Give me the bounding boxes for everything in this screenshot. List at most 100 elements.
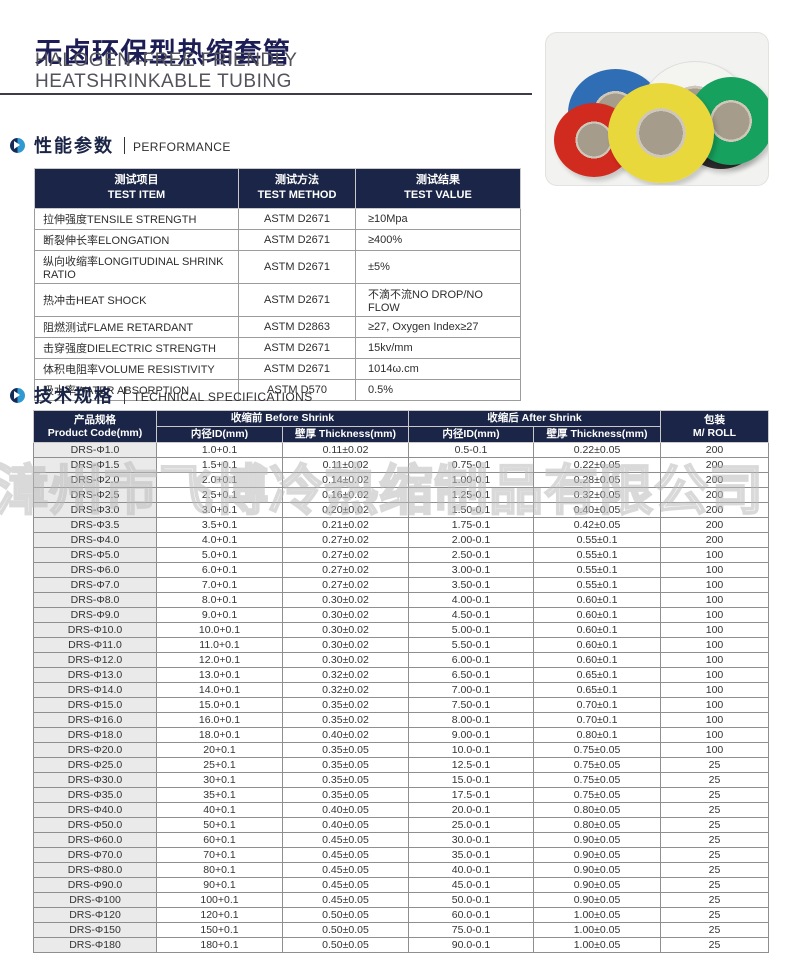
spec-row: DRS-Φ90.0 90+0.1 0.45±0.05 45.0-0.1 0.90±0.0… [33, 877, 770, 894]
spec-row-cell: 100 [660, 562, 770, 579]
spec-row-cell: 16.0+0.1 [156, 712, 283, 729]
spec-row-cell: 200 [660, 517, 770, 534]
spec-row-cell: 25 [660, 937, 770, 954]
spec-row: DRS-Φ60.0 60+0.1 0.45±0.05 30.0-0.1 0.90±0.0… [33, 832, 770, 849]
spec-row-cell: 0.35±0.05 [282, 772, 409, 789]
spec-row-cell: 0.55±0.1 [532, 577, 662, 594]
spec-row-cell: 0.11±0.02 [282, 442, 409, 459]
spec-row-cell: 100 [660, 742, 770, 759]
col-after-id: 内径ID(mm) [408, 426, 534, 444]
spec-row-cell: 0.75±0.05 [532, 757, 662, 774]
performance-table-body: 拉伸强度TENSILE STRENGTH ASTM D2671 ≥10Mpa 断裂伸长… [34, 207, 521, 401]
technical-title-cn: 技术规格 [34, 386, 114, 406]
spec-row-cell: 0.16±0.02 [282, 487, 409, 504]
spec-row-cell: 12.5-0.1 [408, 757, 534, 774]
spec-row-cell: 3.0+0.1 [156, 502, 283, 519]
spec-row-cell: 100 [660, 592, 770, 609]
spec-row-cell: 10.0-0.1 [408, 742, 534, 759]
performance-row-cell: ≥27, Oxygen Index≥27 [355, 315, 521, 338]
spec-row-cell: 20+0.1 [156, 742, 283, 759]
performance-row: 体积电阻率VOLUME RESISTIVITY ASTM D2671 1014ω.c… [34, 357, 521, 380]
spec-row-cell: 1.00±0.05 [532, 907, 662, 924]
spec-row-cell: 25 [660, 757, 770, 774]
spec-row-cell: 75.0-0.1 [408, 922, 534, 939]
performance-row-cell: ≥400% [355, 228, 521, 251]
group-before-shrink: 收缩前 Before Shrink [156, 409, 409, 428]
spec-row-cell: DRS-Φ180 [33, 937, 157, 954]
spec-row-cell: DRS-Φ4.0 [33, 532, 157, 549]
spec-row-cell: 100 [660, 652, 770, 669]
spec-row-cell: 0.60±0.1 [532, 592, 662, 609]
spec-row-cell: 100 [660, 637, 770, 654]
spec-row-cell: DRS-Φ9.0 [33, 607, 157, 624]
spec-row-cell: 0.90±0.05 [532, 847, 662, 864]
spec-row: DRS-Φ13.0 13.0+0.1 0.32±0.02 6.50-0.1 0.65±0… [33, 667, 770, 684]
spec-row-cell: 45.0-0.1 [408, 877, 534, 894]
spec-row-cell: 100 [660, 667, 770, 684]
spec-row-cell: 6.0+0.1 [156, 562, 283, 579]
spec-row-cell: 0.55±0.1 [532, 532, 662, 549]
spec-row-cell: 25 [660, 772, 770, 789]
col-test-value-en: TEST VALUE [404, 189, 472, 202]
performance-row-cell: 拉伸强度TENSILE STRENGTH [34, 207, 239, 230]
spec-row-cell: 12.0+0.1 [156, 652, 283, 669]
spec-row-cell: 200 [660, 442, 770, 459]
spec-row-cell: 4.00-0.1 [408, 592, 534, 609]
col-test-item: 测试项目 TEST ITEM [34, 168, 239, 209]
performance-row-cell: 阻燃测试FLAME RETARDANT [34, 315, 239, 338]
spec-row-cell: 7.0+0.1 [156, 577, 283, 594]
spec-row: DRS-Φ80.0 80+0.1 0.45±0.05 40.0-0.1 0.90±0.0… [33, 862, 770, 879]
col-test-item-cn: 测试项目 [114, 174, 159, 186]
spec-row-cell: 0.60±0.1 [532, 637, 662, 654]
spec-row-cell: 0.14±0.02 [282, 472, 409, 489]
spec-row-cell: 150+0.1 [156, 922, 283, 939]
spec-row: DRS-Φ120 120+0.1 0.50±0.05 60.0-0.1 1.00±0.0… [33, 907, 770, 924]
spec-row-cell: 0.75-0.1 [408, 457, 534, 474]
spec-row-cell: DRS-Φ150 [33, 922, 157, 939]
spec-row-cell: DRS-Φ11.0 [33, 637, 157, 654]
spec-row-cell: 11.0+0.1 [156, 637, 283, 654]
page-subtitle-line1: HALOGEN–FREE FRIENDLY [35, 50, 298, 71]
technical-table-head: 产品规格 Product Code(mm) 收缩前 Before Shrink … [33, 409, 770, 444]
col-after-thickness: 壁厚 Thickness(mm) [532, 426, 662, 444]
spec-row-cell: 0.11±0.02 [282, 457, 409, 474]
spec-row-cell: 2.0+0.1 [156, 472, 283, 489]
technical-table: 产品规格 Product Code(mm) 收缩前 Before Shrink … [33, 409, 770, 954]
performance-section-header: 性能参数 PERFORMANCE [10, 132, 231, 158]
spec-row: DRS-Φ20.0 20+0.1 0.35±0.05 10.0-0.1 0.75±0.0… [33, 742, 770, 759]
spec-row-cell: 200 [660, 472, 770, 489]
spec-row-cell: 7.50-0.1 [408, 697, 534, 714]
performance-row-cell: 不滴不流NO DROP/NO FLOW [355, 282, 521, 317]
spec-row-cell: 0.90±0.05 [532, 877, 662, 894]
spec-row-cell: 0.90±0.05 [532, 832, 662, 849]
spec-row-cell: DRS-Φ80.0 [33, 862, 157, 879]
spec-row-cell: 40.0-0.1 [408, 862, 534, 879]
col-test-value-cn: 测试结果 [416, 174, 460, 186]
spec-row-cell: 0.40±0.05 [532, 502, 662, 519]
spec-row-cell: 0.50±0.05 [282, 937, 409, 954]
spec-row-cell: 0.42±0.05 [532, 517, 662, 534]
spec-row-cell: 0.35±0.02 [282, 697, 409, 714]
spec-row-cell: 0.27±0.02 [282, 532, 409, 549]
spec-row-cell: 25 [660, 862, 770, 879]
performance-row-cell: 吸水率WATER ABSORPTION [34, 378, 239, 401]
spec-row-cell: 5.50-0.1 [408, 637, 534, 654]
col-product-code-en: Product Code(mm) [47, 426, 143, 439]
spec-row-cell: 0.90±0.05 [532, 862, 662, 879]
performance-row: 击穿强度DIELECTRIC STRENGTH ASTM D2671 15kv/mm [34, 336, 521, 359]
technical-title-en: TECHNICAL SPECIFICATIONS [133, 390, 313, 404]
spec-row-cell: 9.00-0.1 [408, 727, 534, 744]
spec-row-cell: 25 [660, 802, 770, 819]
spec-row-cell: 0.80±0.05 [532, 802, 662, 819]
spec-row-cell: 0.45±0.05 [282, 877, 409, 894]
spec-row: DRS-Φ30.0 30+0.1 0.35±0.05 15.0-0.1 0.75±0.0… [33, 772, 770, 789]
spec-row-cell: 25 [660, 817, 770, 834]
spec-row-cell: 100 [660, 682, 770, 699]
spec-row-cell: DRS-Φ16.0 [33, 712, 157, 729]
spec-row: DRS-Φ50.0 50+0.1 0.40±0.05 25.0-0.1 0.80±0.0… [33, 817, 770, 834]
title-separator [124, 386, 125, 404]
spec-row-cell: 9.0+0.1 [156, 607, 283, 624]
spec-row-cell: 6.00-0.1 [408, 652, 534, 669]
spec-row-cell: 1.00±0.05 [532, 922, 662, 939]
spec-row-cell: 0.45±0.05 [282, 847, 409, 864]
